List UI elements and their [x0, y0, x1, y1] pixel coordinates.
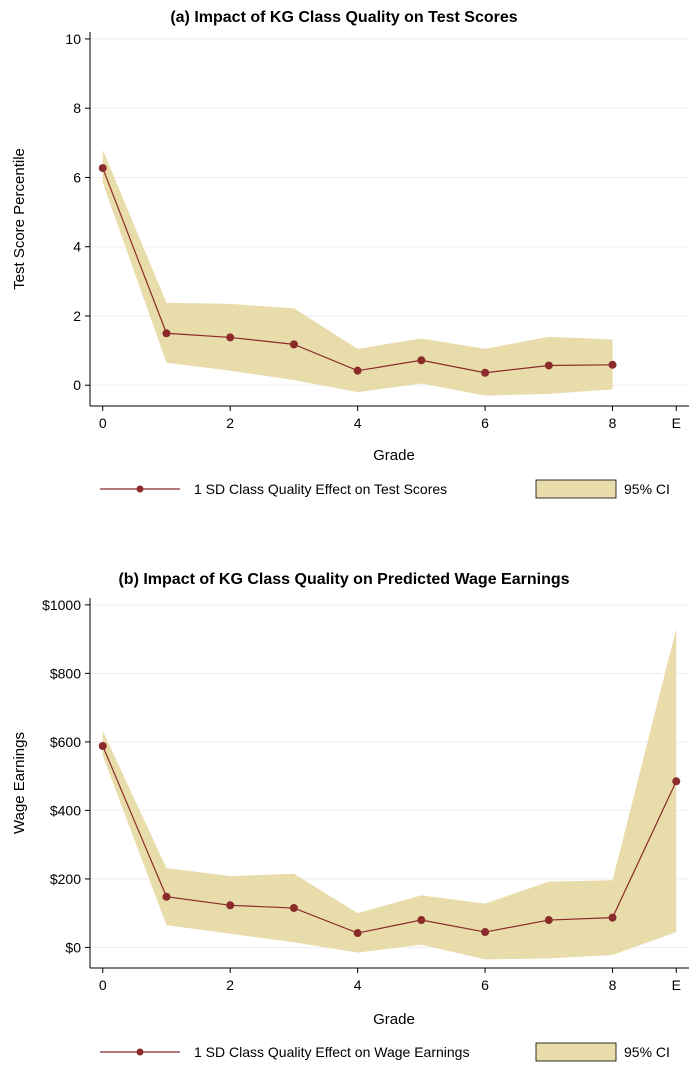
y-tick-label: $600 — [50, 734, 81, 750]
panel-wage-earnings: (b) Impact of KG Class Quality on Predic… — [0, 532, 689, 1064]
chart-test-scores: (a) Impact of KG Class Quality on Test S… — [11, 9, 689, 499]
y-tick-label: 6 — [73, 169, 81, 185]
x-tick-label: 6 — [481, 415, 489, 431]
data-point — [226, 901, 235, 910]
x-tick-label: 0 — [99, 977, 107, 993]
y-tick-label: 0 — [73, 377, 81, 393]
legend-ci-swatch — [535, 479, 617, 499]
x-tick-label: 2 — [226, 977, 234, 993]
legend-series-label: 1 SD Class Quality Effect on Wage Earnin… — [194, 1044, 469, 1060]
x-tick-label: 8 — [609, 415, 617, 431]
data-point — [289, 904, 298, 913]
y-tick-label: $0 — [65, 939, 81, 955]
x-tick-label: 0 — [99, 415, 107, 431]
data-point — [672, 777, 681, 786]
ci-band — [102, 628, 677, 960]
data-point — [417, 916, 426, 925]
y-tick-label: 8 — [73, 100, 81, 116]
legend-marker-swatch — [136, 1048, 144, 1056]
x-tick-label: 6 — [481, 977, 489, 993]
legend-ci-swatch — [535, 1042, 617, 1062]
panel-test-scores: (a) Impact of KG Class Quality on Test S… — [0, 0, 689, 532]
x-tick-label: 4 — [354, 415, 362, 431]
chart-title: (b) Impact of KG Class Quality on Predic… — [118, 571, 569, 588]
data-point — [289, 340, 298, 349]
data-point — [417, 356, 426, 365]
data-point — [544, 916, 553, 925]
x-tick-label: 8 — [609, 977, 617, 993]
y-tick-label: 4 — [73, 239, 81, 255]
data-point — [481, 928, 490, 937]
x-axis-label: Grade — [373, 447, 415, 464]
data-point — [481, 368, 490, 377]
x-tick-label: 4 — [354, 977, 362, 993]
chart-wage-earnings: (b) Impact of KG Class Quality on Predic… — [11, 571, 689, 1062]
data-point — [162, 329, 171, 338]
data-point — [98, 742, 107, 750]
chart-title: (a) Impact of KG Class Quality on Test S… — [170, 9, 517, 26]
data-point — [608, 913, 617, 922]
y-tick-label: $200 — [50, 871, 81, 887]
data-point — [226, 333, 235, 342]
data-point — [353, 929, 362, 938]
data-point — [98, 164, 107, 173]
series-line — [102, 745, 677, 934]
legend-ci-label: 95% CI — [624, 1044, 670, 1060]
x-tick-label: E — [672, 415, 681, 431]
x-tick-label: E — [672, 977, 681, 993]
y-axis-label: Test Score Percentile — [11, 148, 28, 290]
data-point — [544, 361, 553, 370]
x-tick-label: 2 — [226, 415, 234, 431]
y-tick-label: $800 — [50, 665, 81, 681]
data-point — [608, 360, 617, 369]
legend-marker-swatch — [136, 485, 144, 493]
data-point — [162, 892, 171, 901]
y-tick-label: $1000 — [42, 597, 81, 613]
x-axis-label: Grade — [373, 1011, 415, 1028]
legend-series-label: 1 SD Class Quality Effect on Test Scores — [194, 481, 447, 497]
y-axis-label: Wage Earnings — [11, 732, 28, 834]
y-tick-label: 10 — [65, 31, 81, 47]
y-tick-label: 2 — [73, 308, 81, 324]
data-point — [353, 366, 362, 375]
legend-ci-label: 95% CI — [624, 481, 670, 497]
y-tick-label: $400 — [50, 802, 81, 818]
ci-band — [102, 149, 613, 396]
